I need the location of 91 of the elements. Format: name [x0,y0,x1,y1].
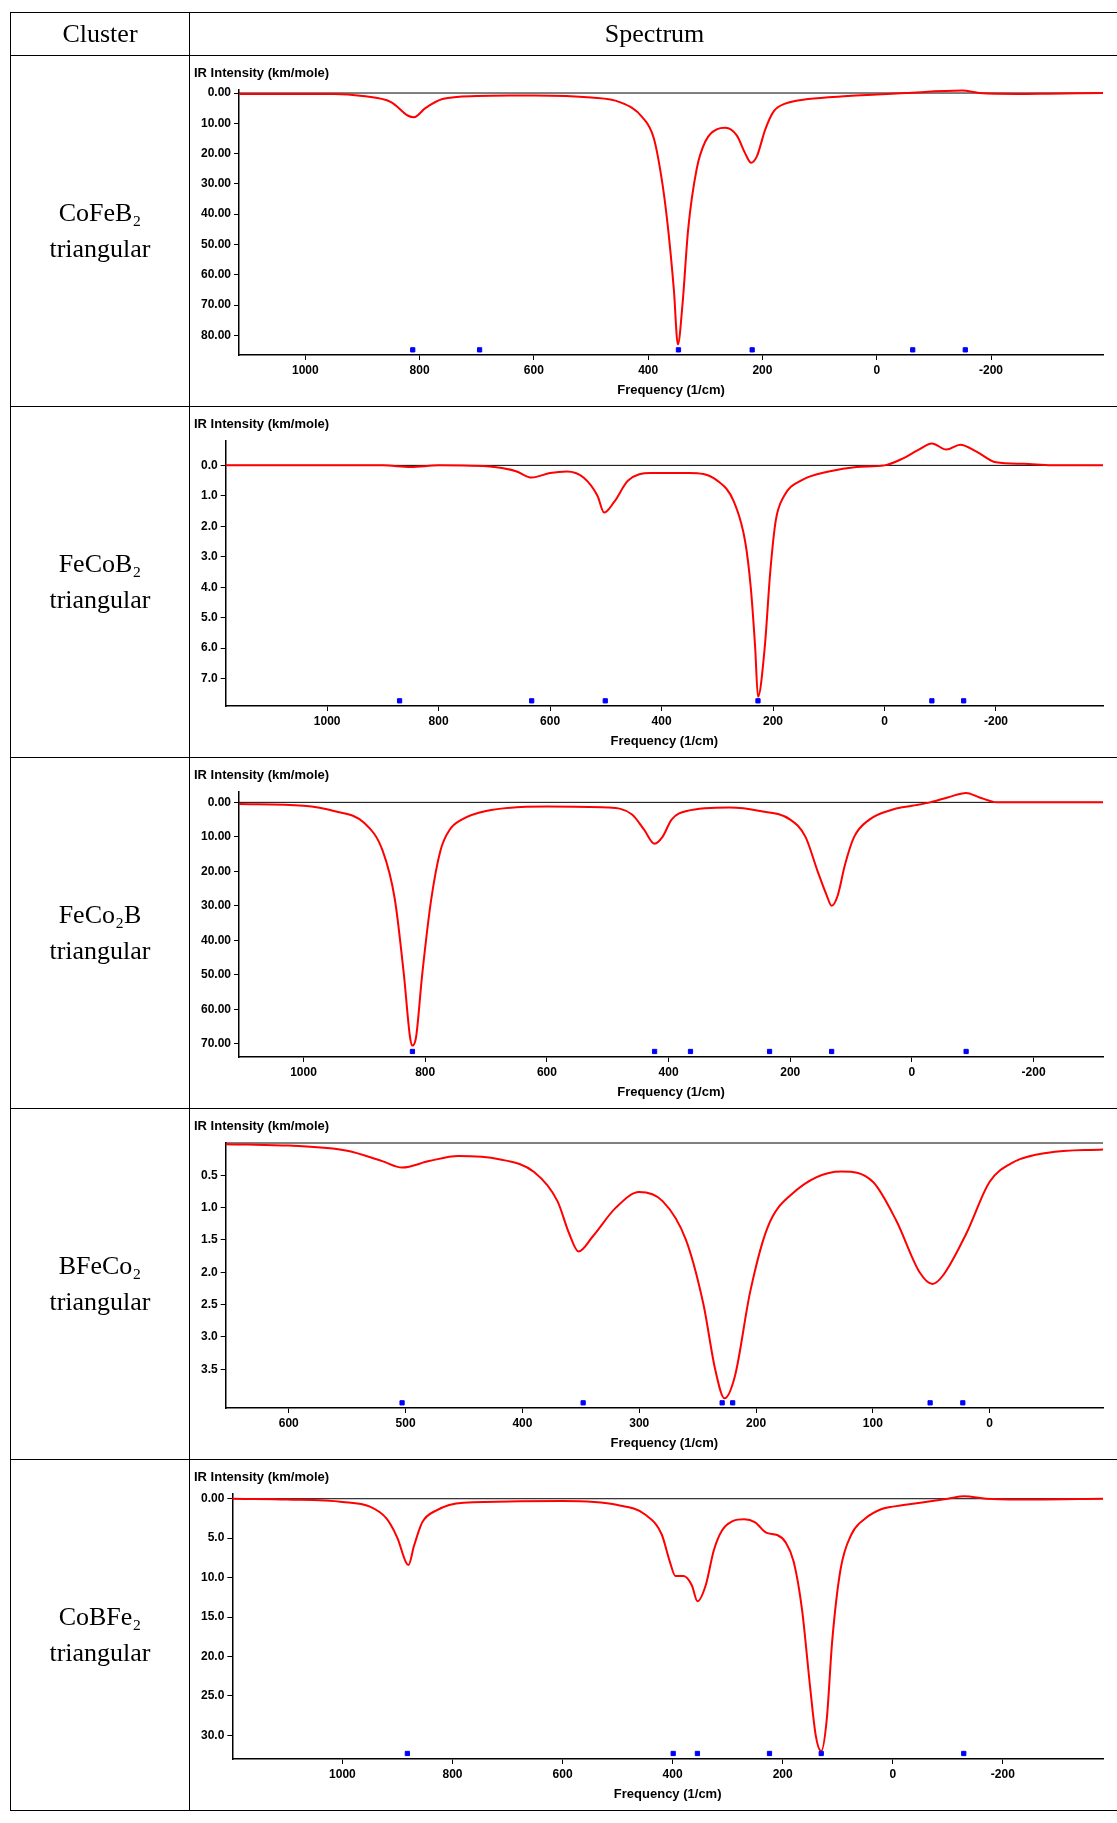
x-tick-label: -200 [1021,1064,1046,1079]
x-tick-label: 200 [772,1766,794,1781]
x-tick-label: 800 [409,362,430,377]
y-tick-label: 10.00 [201,115,232,130]
x-tick-label: 400 [662,1766,683,1781]
y-tick-label: 20.00 [201,145,232,160]
x-tick-label: 0 [986,1415,994,1430]
x-tick-label: 600 [523,362,545,377]
y-tick-label: 20.0 [201,1648,225,1663]
x-axis-title: Frequency (1/cm) [617,381,725,397]
x-tick-label: 500 [395,1415,416,1430]
y-tick-label: 2.5 [200,1296,218,1311]
y-tick-label: 3.0 [200,549,218,564]
x-tick-label: 400 [651,713,672,728]
y-tick-label: 80.00 [201,327,232,342]
y-tick-label: 40.00 [201,206,232,221]
y-tick-label: 30.00 [201,176,232,191]
y-tick-label: 10.0 [201,1569,225,1584]
y-tick-label: 40.00 [201,932,232,947]
x-tick-label: 0 [873,362,881,377]
y-axis-title: IR Intensity (km/mole) [194,416,330,432]
y-tick-label: 60.00 [201,1001,232,1016]
y-tick-label: 5.0 [207,1530,225,1545]
y-tick-label: 3.0 [200,1329,218,1344]
x-tick-label: 1000 [329,1766,357,1781]
y-tick-label: 1.0 [200,488,218,503]
x-tick-label: 800 [415,1064,436,1079]
y-tick-label: 1.0 [200,1199,218,1214]
y-tick-label: 3.5 [200,1361,218,1376]
x-tick-label: 600 [536,1064,558,1079]
y-tick-label: 10.00 [201,829,232,844]
x-tick-label: 0 [908,1064,916,1079]
x-axis-title: Frequency (1/cm) [617,1083,725,1099]
x-tick-label: 200 [780,1064,801,1079]
y-tick-label: 60.00 [201,267,232,282]
y-axis-title: IR Intensity (km/mole) [194,767,330,783]
y-tick-label: 5.0 [200,609,218,624]
y-tick-label: 0.00 [207,794,232,809]
y-tick-label: 50.00 [201,236,232,251]
x-tick-label: 600 [540,713,561,728]
text: Spectrum [189,12,1117,56]
y-tick-label: 0.0 [200,457,218,472]
x-tick-label: 800 [442,1766,463,1781]
y-tick-label: 0.00 [207,85,232,100]
x-tick-label: 1000 [313,713,341,728]
y-tick-label: 25.0 [201,1688,225,1703]
y-tick-label: 7.0 [200,670,218,685]
x-axis-title: Frequency (1/cm) [610,1434,719,1450]
y-axis-title: IR Intensity (km/mole) [194,1118,330,1134]
x-tick-label: 600 [552,1766,573,1781]
x-tick-label: -200 [983,713,1009,728]
x-tick-label: 200 [763,713,784,728]
x-tick-label: 0 [881,713,889,728]
x-tick-label: 800 [428,713,449,728]
y-tick-label: 30.00 [201,898,232,913]
y-tick-label: 1.5 [200,1232,218,1247]
y-tick-label: 2.0 [200,518,218,533]
x-tick-label: 400 [512,1415,533,1430]
text: FeCoB₂ triangular [10,406,190,758]
x-tick-label: 400 [638,362,659,377]
x-tick-label: 100 [862,1415,884,1430]
text: Cluster [10,12,190,56]
y-axis-title: IR Intensity (km/mole) [194,65,330,81]
x-tick-label: 200 [752,362,773,377]
text: FeCo₂B triangular [10,757,190,1109]
y-tick-label: 15.0 [201,1609,225,1624]
y-tick-label: 4.0 [200,579,218,594]
x-axis-title: Frequency (1/cm) [613,1785,722,1801]
y-axis-title: IR Intensity (km/mole) [194,1469,330,1485]
y-tick-label: 70.00 [201,297,232,312]
y-tick-label: 20.00 [201,863,232,878]
x-tick-label: -200 [990,1766,1016,1781]
y-tick-label: 30.0 [201,1727,225,1742]
y-tick-label: 50.00 [201,967,232,982]
x-tick-label: -200 [978,362,1004,377]
y-tick-label: 6.0 [200,640,218,655]
x-axis-title: Frequency (1/cm) [610,732,719,748]
x-tick-label: 1000 [291,362,319,377]
text: CoBFe₂ triangular [10,1459,190,1811]
text: CoFeB₂ triangular [10,55,190,407]
x-tick-label: 400 [658,1064,679,1079]
x-tick-label: 1000 [290,1064,318,1079]
y-tick-label: 0.5 [200,1167,218,1182]
y-tick-label: 70.00 [201,1036,232,1051]
x-tick-label: 300 [629,1415,650,1430]
y-tick-label: 2.0 [200,1264,218,1279]
y-tick-label: 0.00 [201,1491,225,1506]
x-tick-label: 600 [278,1415,300,1430]
text: BFeCo₂ triangular [10,1108,190,1460]
x-tick-label: 0 [889,1766,897,1781]
x-tick-label: 200 [746,1415,767,1430]
